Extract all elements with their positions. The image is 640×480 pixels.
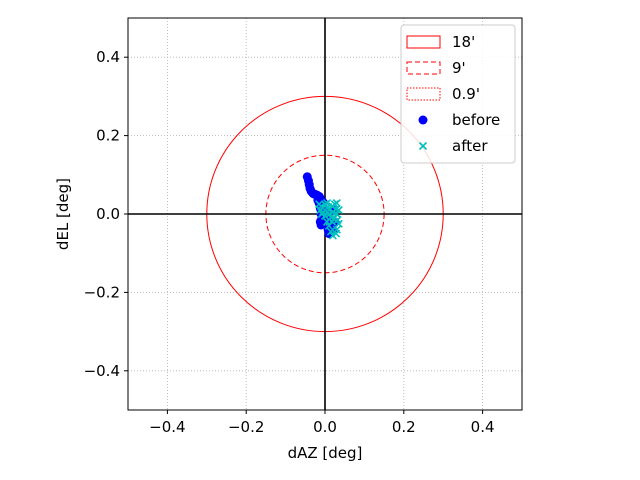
legend-marker-after [418, 141, 428, 151]
data-point [320, 211, 330, 221]
legend-label: before [452, 111, 500, 129]
y-tick-label: −0.2 [84, 283, 120, 301]
axis-ticks: −0.4 −0.2 0.0 0.2 0.4 −0.4 −0.2 0.0 0.2 0.4 [84, 48, 495, 436]
y-tick-label: 0.4 [96, 48, 120, 66]
legend-patch [406, 61, 441, 75]
data-point [326, 227, 335, 236]
x-tick-label: 0.4 [471, 418, 495, 436]
y-tick-label: 0.0 [96, 205, 120, 223]
legend-patch [406, 35, 441, 49]
x-tick-label: −0.2 [228, 418, 264, 436]
data-point [334, 206, 343, 215]
legend-label: after [452, 137, 488, 155]
x-axis-label: dAZ [deg] [288, 444, 363, 462]
legend-marker-before [418, 115, 428, 125]
y-axis-label: dEL [deg] [54, 178, 72, 250]
x-tick-label: −0.4 [149, 418, 185, 436]
data-point [334, 219, 343, 228]
legend-box [400, 24, 516, 164]
data-point [328, 231, 337, 240]
x-tick-label: 0.2 [392, 418, 416, 436]
y-tick-label: −0.4 [84, 362, 120, 380]
legend-patch [406, 87, 441, 101]
legend: 18' 9' 0.9' before after [400, 24, 516, 164]
data-point [318, 207, 328, 217]
data-series [302, 172, 343, 240]
legend-label: 9' [452, 59, 466, 77]
data-point [328, 217, 337, 226]
legend-label: 18' [452, 33, 475, 51]
series-after [315, 198, 343, 240]
x-tick-label: 0.0 [313, 418, 337, 436]
y-tick-label: 0.2 [96, 127, 120, 145]
legend-label: 0.9' [452, 85, 480, 103]
data-point [332, 198, 341, 208]
